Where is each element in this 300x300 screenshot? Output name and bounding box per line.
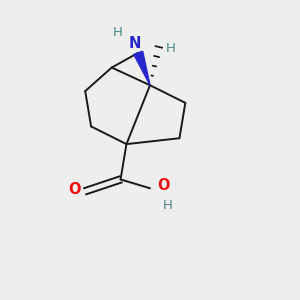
Text: O: O: [68, 182, 81, 197]
Text: N: N: [129, 36, 142, 51]
Text: H: H: [166, 42, 176, 55]
Text: H: H: [163, 200, 172, 212]
Text: H: H: [113, 26, 122, 39]
Polygon shape: [134, 51, 150, 85]
Text: O: O: [158, 178, 170, 193]
